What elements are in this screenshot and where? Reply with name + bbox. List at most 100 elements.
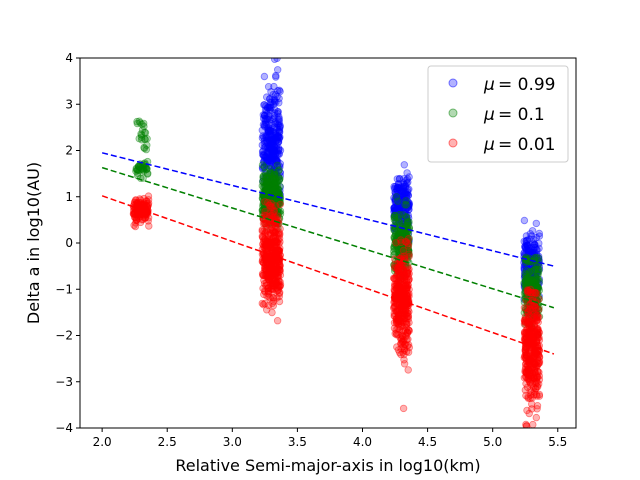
data-point bbox=[262, 138, 270, 147]
data-point bbox=[145, 222, 153, 230]
data-point bbox=[390, 243, 398, 251]
data-point bbox=[393, 186, 402, 194]
data-point bbox=[261, 106, 270, 114]
data-point bbox=[391, 235, 399, 243]
data-point bbox=[266, 181, 274, 189]
data-point bbox=[524, 308, 532, 317]
data-point bbox=[268, 210, 276, 219]
data-point bbox=[525, 285, 534, 293]
data-point bbox=[263, 156, 272, 165]
data-point bbox=[405, 234, 413, 243]
data-point bbox=[260, 199, 269, 207]
data-point bbox=[260, 137, 269, 145]
data-point bbox=[400, 213, 409, 221]
data-point bbox=[533, 246, 541, 254]
data-point bbox=[260, 198, 268, 206]
legend-value-0: = 0.99 bbox=[498, 75, 556, 95]
data-point bbox=[532, 274, 540, 282]
data-point bbox=[266, 207, 274, 215]
data-point bbox=[396, 208, 404, 217]
data-point bbox=[390, 250, 398, 259]
data-point bbox=[394, 211, 402, 220]
data-point bbox=[268, 184, 276, 193]
data-point bbox=[404, 247, 413, 255]
data-point bbox=[274, 185, 282, 193]
data-point bbox=[262, 132, 270, 140]
data-point bbox=[267, 162, 275, 171]
data-point bbox=[404, 250, 412, 258]
data-point bbox=[391, 195, 399, 203]
data-point bbox=[531, 241, 539, 249]
data-point bbox=[140, 203, 148, 212]
data-point bbox=[274, 210, 282, 218]
data-point bbox=[402, 176, 411, 184]
data-point bbox=[394, 180, 403, 189]
data-point bbox=[531, 313, 539, 321]
data-point bbox=[398, 234, 406, 242]
data-point bbox=[521, 276, 530, 284]
data-point bbox=[394, 215, 403, 224]
data-point bbox=[258, 226, 266, 234]
data-point bbox=[397, 236, 405, 244]
data-point bbox=[532, 312, 541, 320]
data-point bbox=[531, 290, 539, 298]
data-point bbox=[276, 146, 285, 155]
data-point bbox=[400, 161, 408, 169]
data-point bbox=[268, 208, 276, 216]
data-point bbox=[262, 157, 270, 166]
data-point bbox=[523, 265, 531, 273]
data-point bbox=[522, 277, 530, 285]
data-point bbox=[528, 303, 536, 311]
data-point bbox=[401, 246, 409, 254]
data-point bbox=[263, 178, 272, 187]
data-point bbox=[263, 152, 272, 161]
data-point bbox=[535, 244, 543, 253]
data-point bbox=[530, 269, 538, 277]
data-point bbox=[258, 161, 267, 169]
data-point bbox=[392, 241, 400, 249]
data-point bbox=[270, 112, 279, 120]
data-point bbox=[391, 211, 399, 220]
data-point bbox=[401, 197, 410, 206]
data-point bbox=[394, 239, 403, 248]
data-point bbox=[524, 251, 533, 259]
data-point bbox=[268, 182, 276, 190]
data-point bbox=[529, 276, 537, 284]
data-point bbox=[402, 222, 410, 230]
data-point bbox=[137, 130, 145, 138]
data-point bbox=[533, 311, 541, 319]
data-point bbox=[403, 213, 411, 222]
data-point bbox=[534, 293, 543, 301]
data-point bbox=[392, 208, 400, 216]
data-point bbox=[270, 100, 278, 109]
data-point bbox=[273, 148, 281, 157]
data-point bbox=[535, 239, 543, 248]
data-point bbox=[265, 200, 273, 209]
data-point bbox=[271, 189, 280, 197]
data-point bbox=[132, 215, 141, 224]
data-point bbox=[390, 203, 398, 212]
data-point bbox=[268, 213, 276, 221]
data-point bbox=[396, 275, 405, 284]
data-point bbox=[398, 277, 406, 285]
data-point bbox=[390, 244, 398, 253]
data-point bbox=[265, 103, 273, 111]
data-point bbox=[403, 233, 411, 241]
data-point bbox=[258, 182, 266, 190]
data-point bbox=[394, 197, 402, 205]
data-point bbox=[266, 206, 274, 215]
data-point bbox=[263, 93, 271, 101]
data-point bbox=[263, 136, 271, 145]
data-point bbox=[402, 228, 410, 237]
data-point bbox=[405, 238, 413, 246]
data-point bbox=[269, 139, 277, 148]
data-point bbox=[261, 181, 270, 190]
data-point bbox=[263, 177, 272, 186]
data-point bbox=[520, 266, 529, 274]
data-point bbox=[263, 201, 272, 209]
data-point bbox=[390, 261, 398, 269]
data-point bbox=[405, 173, 413, 181]
data-point bbox=[262, 102, 270, 110]
data-point bbox=[396, 174, 404, 183]
data-point bbox=[271, 203, 280, 212]
